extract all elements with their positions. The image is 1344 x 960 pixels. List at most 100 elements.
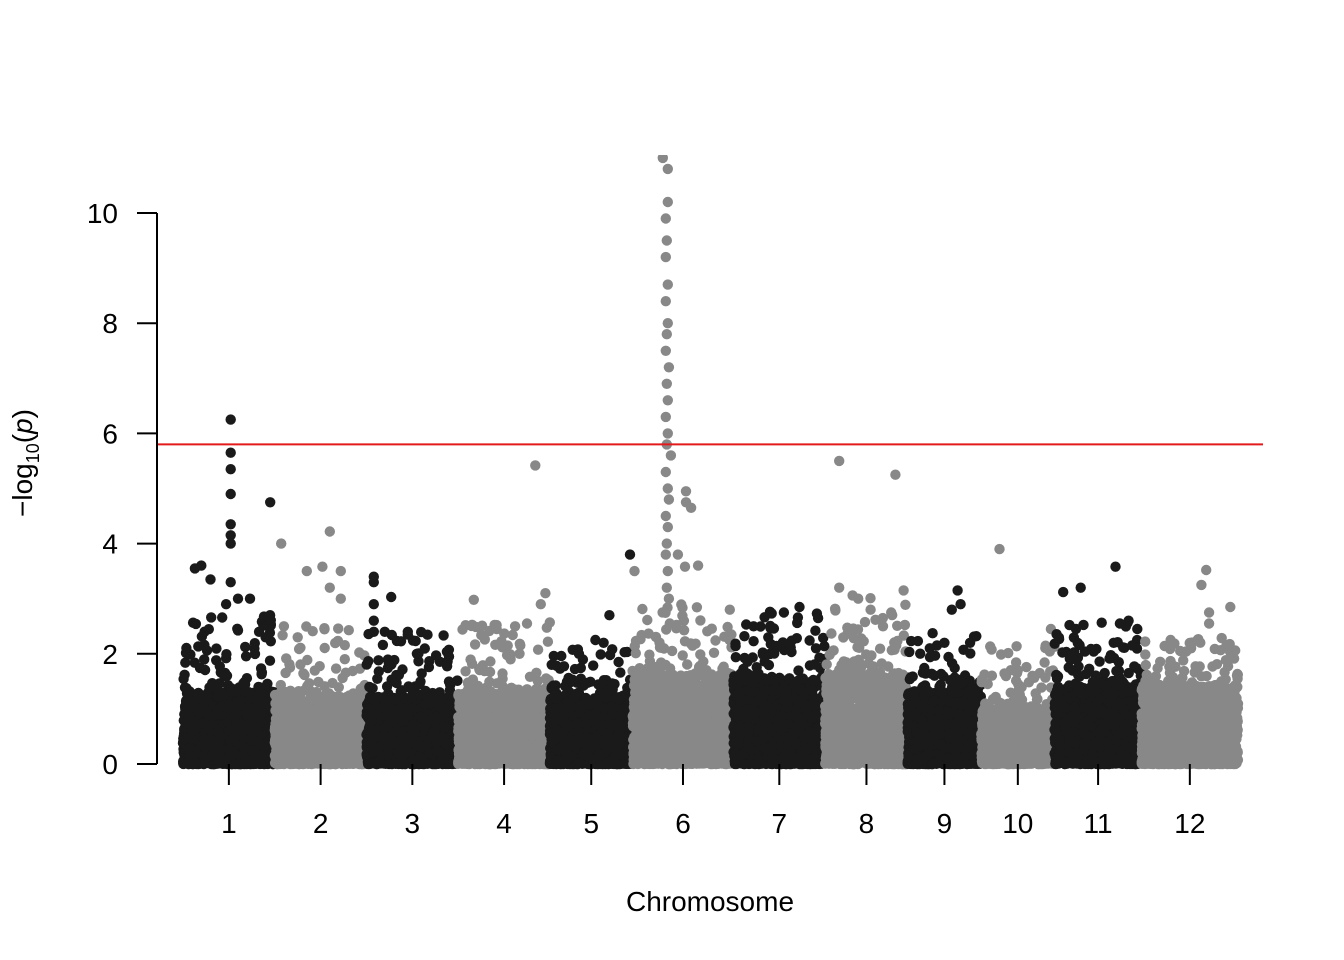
data-point [232,625,244,636]
data-point [242,709,253,720]
data-point [364,691,376,703]
data-point [213,756,224,768]
data-point [415,676,426,687]
data-point [193,641,204,652]
data-point [327,677,338,689]
data-point [180,707,191,718]
data-point [240,641,251,653]
data-point [286,758,298,769]
data-point [438,630,449,641]
data-point [452,675,463,686]
data-point [221,670,233,681]
data-point [341,724,352,735]
data-point [405,730,416,742]
data-point [440,721,451,733]
data-point [285,685,296,696]
data-point [344,690,355,701]
data-point-peak [379,626,390,637]
data-point [346,736,357,747]
data-point [389,757,400,768]
data-point [201,690,212,701]
data-point [328,752,339,763]
data-point [378,731,390,742]
data-point [210,739,222,750]
data-point [397,664,408,675]
data-point [421,740,432,751]
data-point [213,726,224,738]
data-point-peak [205,574,216,585]
data-point [269,689,281,701]
data-point [188,734,199,746]
data-point [313,702,324,714]
data-point [352,758,363,769]
data-point [383,745,394,756]
data-point [309,665,320,676]
data-point [180,657,191,668]
data-point [340,667,351,678]
data-point [187,617,199,628]
data-point [214,710,225,721]
data-point [317,740,328,751]
data-point [236,739,248,751]
data-point [264,655,276,666]
data-point [272,737,284,748]
data-point [343,625,354,636]
data-point [254,682,266,693]
data-point [238,757,250,768]
data-point [290,724,301,735]
data-point [253,735,264,747]
data-point [363,656,374,667]
data-point [190,757,201,768]
data-point [313,676,324,688]
data-point [373,655,384,666]
data-point [307,626,318,637]
data-point [249,643,260,654]
data-point [198,718,209,729]
data-point [181,683,192,694]
data-point [183,743,194,754]
data-point-peak [324,526,335,537]
data-point-peak [278,621,290,632]
data-point-peak [386,591,397,603]
data-point-peak [368,626,379,637]
data-point [382,654,394,665]
data-point [322,724,334,736]
data-point [178,673,189,685]
data-point-peak [411,648,423,659]
data-point [342,745,354,756]
data-point [440,751,452,762]
data-point [206,612,217,623]
data-points [177,155,1244,770]
data-point [330,663,342,674]
data-point [275,679,286,691]
data-point [422,691,434,703]
data-point [201,740,212,751]
data-point-peak [225,488,236,500]
data-point [325,691,336,702]
data-point [393,747,404,758]
data-point [228,711,240,723]
data-point [306,746,318,758]
data-point [207,678,218,689]
data-point [265,615,276,626]
data-point [392,704,403,715]
data-point-peak [276,538,287,549]
data-point [417,712,428,723]
data-point [332,701,344,713]
data-point-peak [443,651,455,662]
data-point [256,667,268,678]
data-point [367,708,378,719]
data-point [283,740,294,751]
data-point-peak [335,565,346,577]
data-point [217,612,228,623]
data-point-peak [196,560,207,571]
data-point [319,642,330,654]
data-point-peak [225,538,236,549]
data-point [192,689,204,700]
data-point-peak [317,561,328,572]
data-point-peak [368,577,379,588]
data-point [299,669,310,681]
data-point [373,666,384,677]
data-point [419,758,431,769]
data-point [237,725,248,736]
